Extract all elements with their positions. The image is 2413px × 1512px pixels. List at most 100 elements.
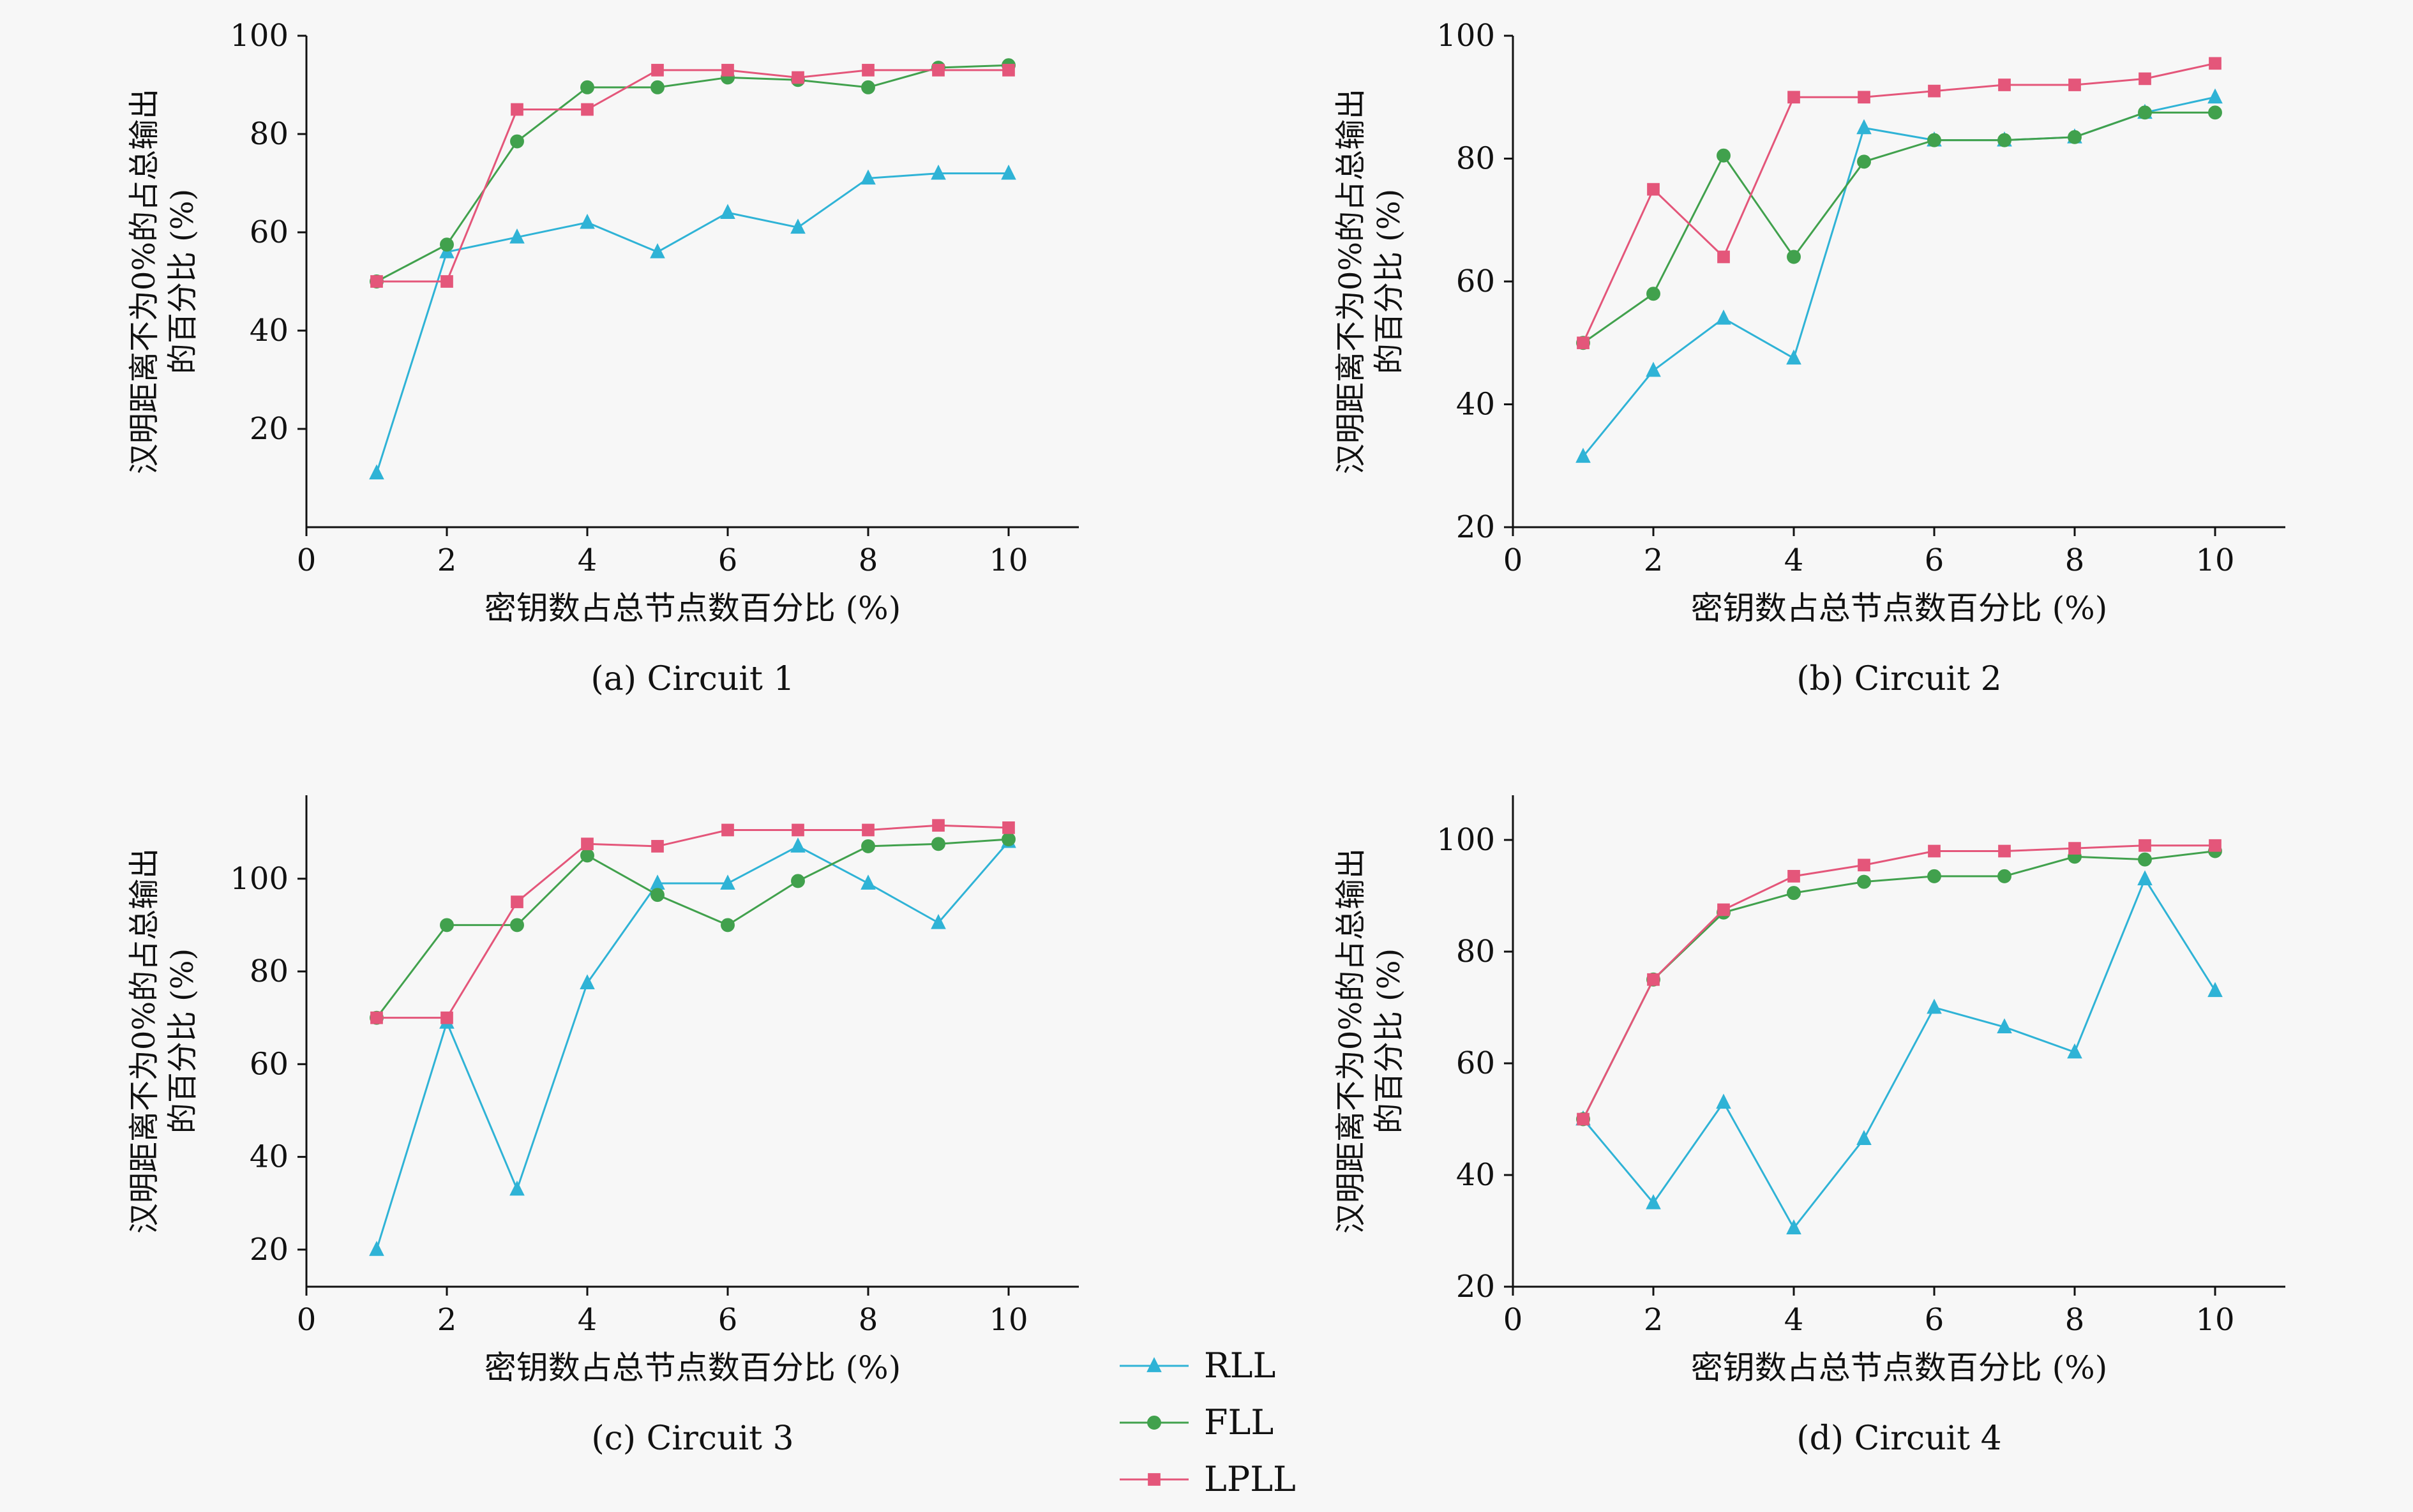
square-marker <box>651 840 664 853</box>
series-FLL <box>370 832 1016 1025</box>
circle-marker <box>1717 148 1731 163</box>
x-tick-label: 8 <box>2065 1302 2085 1338</box>
triangle-marker <box>1716 309 1731 325</box>
triangle-marker <box>1575 447 1591 463</box>
x-tick-label: 2 <box>1644 543 1664 578</box>
x-tick-label: 6 <box>1925 1302 1944 1338</box>
series-FLL <box>370 58 1016 288</box>
square-marker <box>1002 821 1015 834</box>
triangle-marker <box>580 213 595 229</box>
square-marker <box>1928 84 1941 98</box>
chart-circuit-2: 20 40 60 80 100 0 2 4 6 8 10 密钥数占总节点数百分比 (%) 汉明距离不为0… <box>1333 18 2285 627</box>
x-axis-label: 密钥数占总节点数百分比 (%) <box>485 1349 901 1386</box>
series-FLL <box>1576 105 2222 350</box>
series-LPLL <box>370 819 1015 1024</box>
series-line-FLL <box>375 838 1009 1019</box>
triangle-marker <box>650 874 665 890</box>
square-marker <box>440 1011 453 1024</box>
circle-marker <box>440 237 454 252</box>
series-line-FLL <box>1582 111 2215 344</box>
triangle-marker <box>1927 998 1942 1014</box>
y-ticks: 20 40 60 80 100 <box>1436 18 1513 545</box>
x-tick-label: 2 <box>437 543 457 578</box>
square-marker <box>1577 1112 1590 1126</box>
legend-item-lpll: LPLL <box>1116 1459 1296 1499</box>
triangle-marker <box>2137 870 2153 886</box>
fll-circle-marker-icon <box>1120 1415 1189 1430</box>
series-RLL <box>1575 870 2223 1234</box>
triangle-marker <box>1716 1093 1731 1109</box>
square-marker <box>511 895 523 908</box>
y-tick-label: 20 <box>1456 509 1495 545</box>
triangle-marker <box>1856 1130 1872 1145</box>
series-line-FLL <box>1582 850 2216 1120</box>
square-marker <box>2068 79 2081 91</box>
square-marker <box>2139 839 2151 852</box>
series-line-RLL <box>375 172 1009 474</box>
circle-marker <box>1997 133 2011 147</box>
triangle-marker <box>931 913 946 929</box>
circle-marker <box>791 874 805 888</box>
square-marker <box>1787 91 1800 104</box>
triangle-marker <box>369 1241 384 1256</box>
caption-circuit-2: (b) Circuit 2 <box>1796 660 2002 698</box>
lpll-square-marker-icon <box>1120 1472 1189 1486</box>
circle-marker <box>2208 105 2222 120</box>
triangle-marker <box>720 874 735 890</box>
circle-marker <box>580 848 594 863</box>
x-ticks: 0 2 4 6 8 10 <box>297 527 1028 578</box>
axes <box>305 36 1079 528</box>
y-tick-label: 20 <box>1456 1269 1495 1305</box>
triangle-marker <box>1786 1219 1801 1234</box>
series-line-RLL <box>375 841 1010 1250</box>
legend: RLL FLL LPLL <box>1116 1345 1296 1499</box>
panel-circuit-3: 20 40 60 80 100 0 2 4 6 8 10 密钥数占总节点数百分比 (%) 汉明距离不为0… <box>83 763 1130 1458</box>
x-tick-label: 0 <box>297 543 317 578</box>
circle-marker <box>2138 105 2152 120</box>
panel-circuit-1: 20 40 60 80 100 0 2 4 6 8 10 密钥数占总节点数百分比 (%) 汉明距离不为0… <box>83 4 1130 698</box>
square-marker <box>792 71 804 84</box>
circle-marker <box>1857 154 1871 169</box>
y-tick-label: 80 <box>1456 934 1495 969</box>
triangle-marker <box>861 169 876 185</box>
series-line-LPLL <box>1582 844 2215 1120</box>
circle-marker <box>1997 869 2011 883</box>
y-tick-label: 80 <box>250 954 289 989</box>
legend-label-lpll: LPLL <box>1204 1459 1296 1499</box>
square-marker <box>932 64 945 77</box>
triangle-marker <box>2207 982 2223 998</box>
y-tick-label: 40 <box>1456 387 1495 423</box>
axes <box>1512 36 2285 528</box>
square-marker <box>792 823 804 837</box>
square-marker <box>1928 844 1941 858</box>
square-marker <box>1647 183 1660 196</box>
chart-circuit-1: 20 40 60 80 100 0 2 4 6 8 10 密钥数占总节点数百分比 (%) 汉明距离不为0… <box>126 18 1079 627</box>
square-marker <box>2209 57 2221 70</box>
y-axis-label: 汉明距离不为0%的占总输出的百分比 (%) <box>1333 848 1407 1234</box>
triangle-marker <box>580 974 595 990</box>
circle-marker <box>2138 852 2152 867</box>
square-marker <box>1577 336 1590 350</box>
y-tick-label: 60 <box>1456 264 1495 299</box>
caption-circuit-3: (c) Circuit 3 <box>591 1419 794 1458</box>
y-tick-label: 100 <box>1436 18 1495 54</box>
series-line-LPLL <box>1582 62 2216 343</box>
square-marker <box>581 837 594 851</box>
square-marker <box>721 823 734 837</box>
triangle-marker <box>369 464 384 480</box>
square-marker <box>932 819 945 832</box>
circle-marker <box>2068 130 2082 144</box>
x-tick-label: 6 <box>718 543 738 578</box>
y-tick-label: 40 <box>1456 1157 1495 1193</box>
square-marker <box>1998 79 2011 91</box>
panel-circuit-2: 20 40 60 80 100 0 2 4 6 8 10 密钥数占总节点数百分比 (%) 汉明距离不为0… <box>1289 4 2336 698</box>
x-tick-label: 10 <box>989 1302 1028 1338</box>
square-marker <box>2209 839 2221 852</box>
square-marker <box>1858 858 1870 872</box>
circle-marker <box>1147 1415 1161 1430</box>
triangle-marker <box>1646 361 1661 377</box>
circle-marker <box>1927 133 1941 147</box>
triangle-marker <box>509 1180 525 1196</box>
y-tick-label: 40 <box>250 313 289 348</box>
y-ticks: 20 40 60 80 100 <box>230 861 306 1268</box>
